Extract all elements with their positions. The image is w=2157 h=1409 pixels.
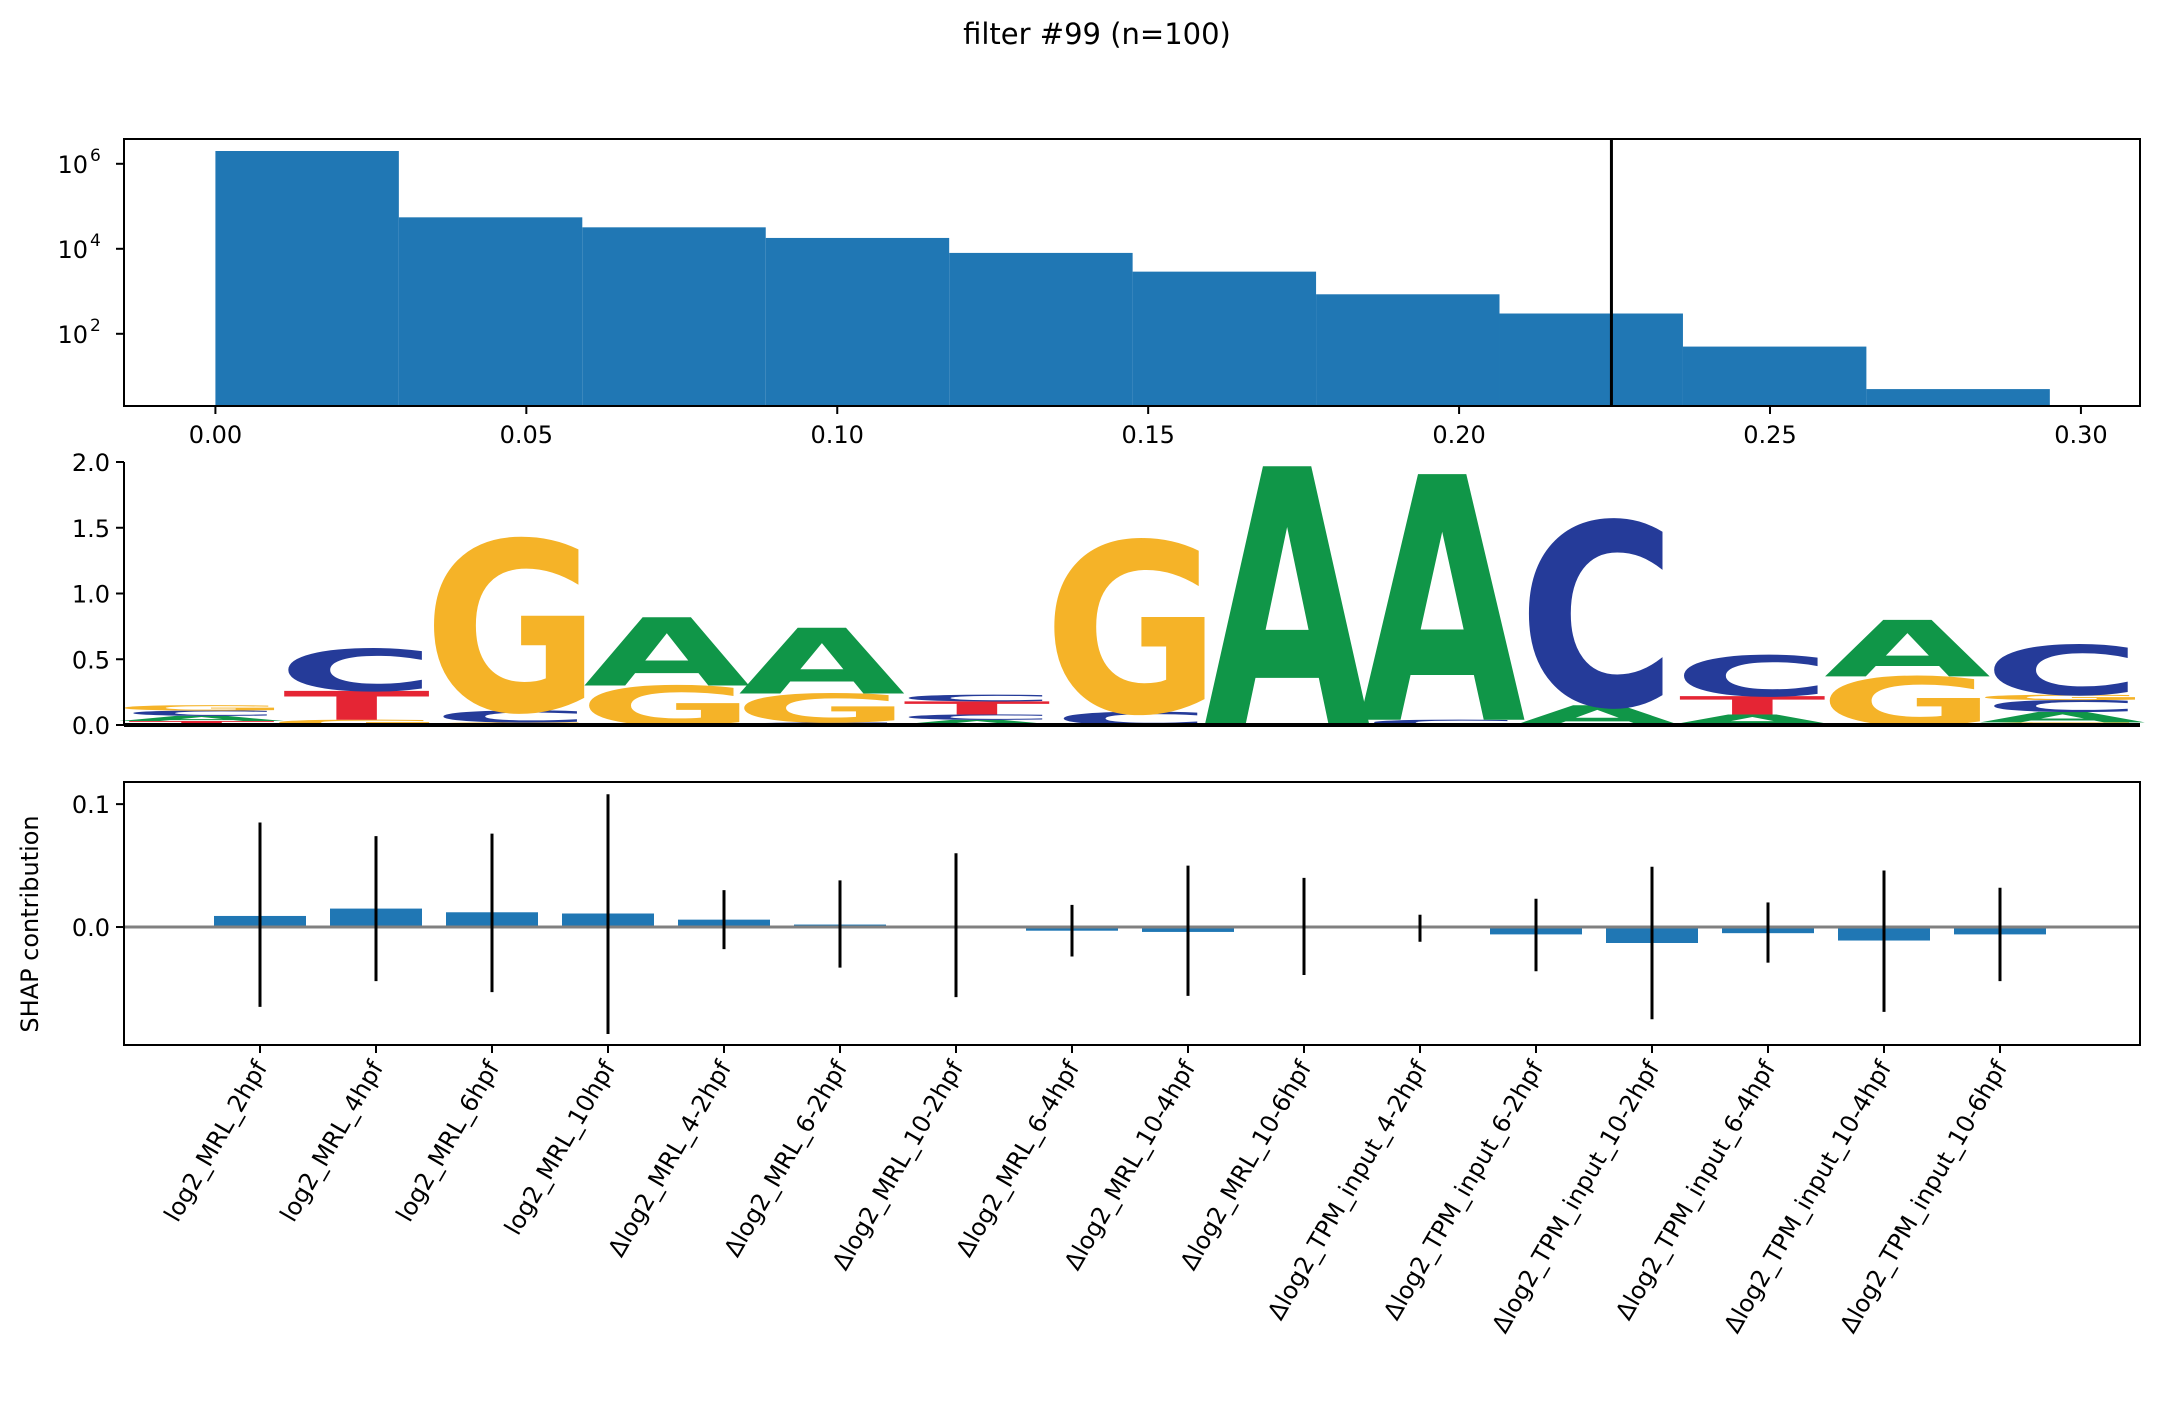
logo-letter-C: C (123, 709, 281, 717)
logo-letter-G: G (1974, 693, 2151, 701)
logo-letter-C: C (1673, 645, 1831, 710)
histogram-bar (1499, 313, 1683, 406)
shap-x-tick-label: Δlog2_MRL_6-4hpf (950, 1056, 1085, 1262)
logo-letter-T: T (1679, 691, 1826, 720)
logo-letter-C: C (898, 713, 1056, 721)
histogram-bar (949, 252, 1133, 406)
logo-letter-G: G (113, 704, 290, 712)
histogram-x-tick-label: 0.10 (811, 421, 864, 449)
shap-x-tick-label: Δlog2_MRL_10-4hpf (1059, 1056, 1202, 1275)
logo-letter-T: T (903, 698, 1050, 719)
logo-letter-T: T (283, 683, 430, 729)
logo-letter-A: A (738, 610, 905, 715)
shap-x-tick-label: Δlog2_MRL_10-2hpf (827, 1056, 970, 1275)
shap-x-tick-label: log2_MRL_10hpf (499, 1056, 622, 1240)
histogram-bar (582, 227, 766, 406)
shap-y-axis-label: SHAP contribution (16, 815, 44, 1032)
logo-letter-C: C (278, 638, 436, 705)
logo-letter-G: G (268, 718, 445, 726)
histogram-x-tick-label: 0.00 (189, 421, 242, 449)
logo-letter-A: A (1979, 709, 2146, 726)
histogram-y-tick-exponent: 6 (90, 146, 101, 166)
shap-frame (123, 781, 2141, 1046)
logo-letter-C: C (898, 693, 1056, 703)
histogram-x-tick-label: 0.05 (500, 421, 553, 449)
logo-letter-G: G (1819, 663, 1996, 741)
logo-letter-G: G (578, 675, 755, 738)
logo-letter-C: C (1983, 697, 2141, 716)
logo-letter-A: A (894, 718, 1061, 726)
histogram-bar (215, 151, 399, 406)
histogram-bar (765, 237, 950, 406)
logo-y-tick-label: 1.5 (72, 515, 110, 543)
shap-x-tick-label: log2_MRL_2hpf (159, 1056, 274, 1227)
histogram-x-tick-label: 0.15 (1121, 421, 1174, 449)
shap-y-tick-label: 0.1 (72, 791, 110, 819)
logo-letter-A: A (583, 599, 750, 708)
histogram-bar (1132, 271, 1317, 406)
logo-letter-A: A (1824, 605, 1991, 695)
shap-x-tick-label: Δlog2_MRL_4-2hpf (602, 1056, 737, 1262)
histogram-frame (123, 138, 2141, 407)
histogram-y-tick-label: 10 (57, 236, 88, 264)
logo-letter-A: A (1204, 397, 1372, 809)
logo-letter-C: C (1363, 718, 1521, 726)
figure-title: filter #99 (n=100) (963, 17, 1231, 51)
histogram-y-tick-exponent: 4 (90, 231, 101, 251)
shap-x-tick-label: Δlog2_MRL_6-2hpf (718, 1056, 853, 1262)
sequence-logo-panel: TACGGTCGCGGACGAACTCCGACAACATCGAGACGC0.00… (72, 397, 2151, 809)
histogram-y-tick-label: 10 (57, 321, 88, 349)
shap-x-tick-label: Δlog2_MRL_10-6hpf (1175, 1056, 1318, 1275)
histogram-y-tick-exponent: 2 (90, 316, 101, 336)
logo-y-tick-label: 0.0 (72, 712, 110, 740)
histogram-x-tick-label: 0.25 (1743, 421, 1796, 449)
histogram-y-tick-label: 10 (57, 151, 88, 179)
histogram-bar (1316, 294, 1500, 406)
logo-letter-C: C (433, 707, 591, 726)
logo-y-tick-label: 1.0 (72, 581, 110, 609)
histogram-x-tick-label: 0.20 (1432, 421, 1485, 449)
logo-letter-A: A (118, 714, 285, 722)
logo-letter-C: C (1518, 472, 1676, 766)
histogram-x-tick-label: 0.30 (2054, 421, 2107, 449)
logo-y-tick-label: 2.0 (72, 449, 110, 477)
logo-y-tick-label: 0.5 (72, 646, 110, 674)
logo-letter-C: C (1983, 631, 2141, 711)
histogram-bar (1866, 389, 2050, 406)
logo-letter-G: G (1044, 495, 1221, 768)
histogram-bar (1682, 346, 1867, 406)
logo-letter-A: A (1359, 408, 1527, 800)
logo-letter-G: G (423, 494, 600, 767)
shap-y-tick-label: 0.0 (72, 914, 110, 942)
shap-x-tick-label: log2_MRL_4hpf (275, 1056, 390, 1227)
histogram-bar (398, 217, 583, 406)
shap-x-tick-label: log2_MRL_6hpf (391, 1056, 506, 1227)
